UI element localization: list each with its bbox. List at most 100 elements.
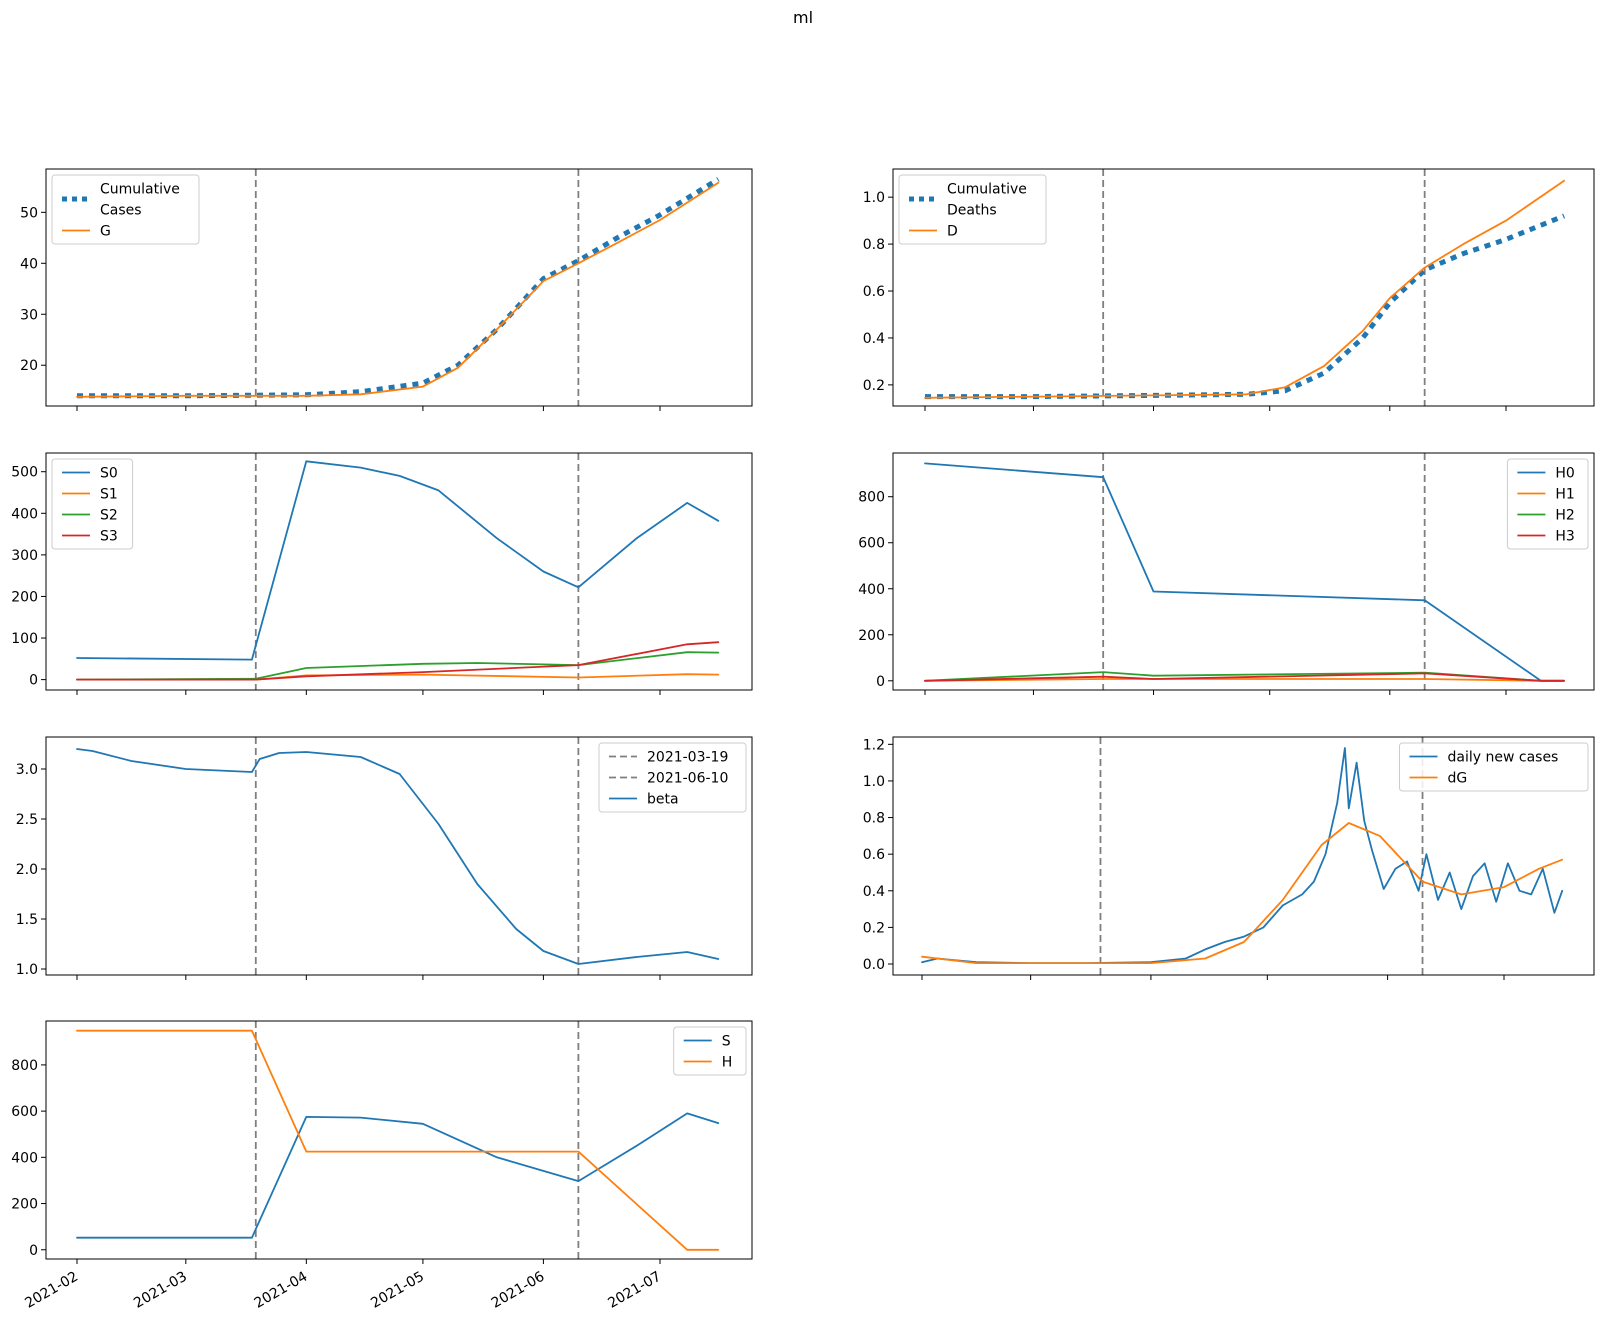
axes-frame: [45, 736, 753, 976]
legend: Cumulative Deaths D: [898, 174, 1047, 245]
legend-label: H: [722, 1055, 733, 1071]
y-tick-label: 0: [29, 1243, 38, 1259]
legend-label: S2: [100, 508, 118, 524]
y-tick-label: 600: [11, 1104, 38, 1120]
y-tick-label: 400: [11, 1150, 38, 1166]
series-line-H3: [924, 672, 1565, 682]
series-group: [924, 462, 1565, 682]
axes-frame: [45, 168, 753, 407]
panel-H-compartments: 0 200 400 600 800 H0 H1 H2 H3: [858, 452, 1595, 695]
y-tick-label: 50: [20, 205, 38, 221]
axes-frame: [892, 452, 1595, 691]
series-line-S: [76, 1112, 720, 1239]
series-group: [76, 460, 720, 681]
y-tick-label: 800: [858, 490, 885, 506]
y-tick-label: 2.5: [16, 812, 38, 828]
x-tick-label: 2021-06: [489, 1269, 548, 1312]
axes-frame: [892, 736, 1595, 976]
y-tick-label: 0.6: [863, 284, 885, 300]
y-tick-label: 200: [11, 589, 38, 605]
legend-label: Cases: [100, 203, 142, 219]
series-line-H: [76, 1029, 720, 1251]
legend-label: H0: [1555, 466, 1574, 482]
legend-box: [898, 174, 1047, 245]
legend-label: Cumulative: [100, 182, 180, 198]
y-tick-label: 200: [11, 1197, 38, 1213]
series-line-dG: [921, 822, 1564, 964]
legend: S0 S1 S2 S3: [51, 458, 134, 550]
y-tick-label: 600: [858, 536, 885, 552]
legend-label: H1: [1555, 487, 1574, 503]
series-line-S0: [76, 460, 720, 661]
panel-totals: 0 200 400 600 800 2021-02 2021-03 2021-04 2021-0…: [11, 1020, 753, 1312]
axes-frame: [45, 1020, 753, 1260]
series-line-H0: [924, 462, 1565, 682]
panel-S-compartments: 0 100 200 300 400 500 S0 S1 S2 S3: [11, 452, 753, 695]
x-tick-label: 2021-03: [131, 1269, 190, 1312]
legend-label: D: [947, 224, 958, 240]
legend-box: [1506, 458, 1589, 550]
series-line-S2: [76, 651, 720, 681]
y-tick-label: 30: [20, 307, 38, 323]
y-tick-label: 1.0: [863, 190, 885, 206]
legend-label: H3: [1555, 529, 1574, 545]
y-tick-label: 1.0: [16, 962, 38, 978]
legend: Cumulative Cases G: [51, 174, 200, 245]
legend-box: [598, 742, 747, 813]
y-tick-label: 0.8: [863, 811, 885, 827]
y-tick-label: 0.8: [863, 237, 885, 253]
legend-box: [51, 174, 200, 245]
y-tick-label: 1.5: [16, 912, 38, 928]
legend: H0 H1 H2 H3: [1506, 458, 1589, 550]
y-tick-label: 0.4: [863, 331, 885, 347]
x-tick-label: 2021-07: [605, 1269, 664, 1312]
y-tick-label: 400: [858, 582, 885, 598]
y-tick-label: 3.0: [16, 762, 38, 778]
panel-cases: 20 30 40 50 Cumulative Cases G: [20, 168, 753, 411]
y-tick-label: 20: [20, 358, 38, 374]
y-tick-label: 800: [11, 1058, 38, 1074]
panel-beta: 1.0 1.5 2.0 2.5 3.0 2021-03-19 2021-06-10 beta: [16, 736, 753, 980]
figure-title: ml: [792, 8, 814, 27]
legend-label: 2021-06-10: [647, 771, 728, 787]
legend-box: [51, 458, 134, 550]
legend-label: G: [100, 224, 111, 240]
y-tick-label: 0.2: [863, 378, 885, 394]
legend-box: [1399, 742, 1589, 792]
series-group: [76, 177, 720, 399]
legend-label: beta: [647, 792, 679, 808]
axes-frame: [892, 168, 1595, 407]
legend-label: S3: [100, 529, 118, 545]
series-group: [76, 748, 720, 965]
legend-label: dG: [1448, 771, 1468, 787]
series-line-G: [76, 181, 720, 398]
legend: 2021-03-19 2021-06-10 beta: [598, 742, 747, 813]
y-tick-label: 200: [858, 628, 885, 644]
legend-label: daily new cases: [1448, 750, 1559, 766]
legend-label: S1: [100, 487, 118, 503]
axes-frame: [45, 452, 753, 691]
y-tick-label: 1.0: [863, 774, 885, 790]
y-tick-label: 40: [20, 256, 38, 272]
y-tick-label: 0.2: [863, 920, 885, 936]
y-tick-label: 0: [876, 674, 885, 690]
series-group: [924, 179, 1566, 400]
series-group: [921, 747, 1564, 964]
panel-deaths: 0.2 0.4 0.6 0.8 1.0 Cumulative Deaths D: [863, 168, 1595, 411]
y-tick-label: 100: [11, 631, 38, 647]
legend: daily new cases dG: [1399, 742, 1589, 792]
series-line-beta: [76, 748, 720, 965]
legend: SH: [673, 1026, 747, 1076]
y-tick-label: 2.0: [16, 862, 38, 878]
legend-label: S: [722, 1034, 731, 1050]
series-group: [76, 1029, 720, 1251]
x-tick-label: 2021-02: [22, 1269, 81, 1312]
y-tick-label: 500: [11, 465, 38, 481]
x-tick-label: 2021-05: [368, 1269, 427, 1312]
legend-label: S0: [100, 466, 118, 482]
y-tick-label: 0.0: [863, 957, 885, 973]
series-line-S3: [76, 641, 720, 681]
series-line-D: [924, 179, 1565, 399]
legend-box: [673, 1026, 747, 1076]
